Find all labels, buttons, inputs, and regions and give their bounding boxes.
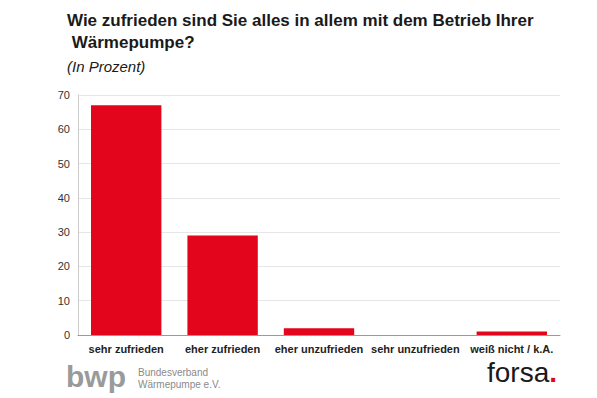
svg-text:weiß nicht / k.A.: weiß nicht / k.A. [469,343,553,355]
svg-text:eher zufrieden: eher zufrieden [185,343,260,355]
svg-text:Wie zufrieden sind Sie alles i: Wie zufrieden sind Sie alles in allem mi… [67,11,534,30]
svg-text:Wärmepumpe?: Wärmepumpe? [67,33,195,52]
svg-text:sehr zufrieden: sehr zufrieden [89,343,164,355]
svg-text:10: 10 [58,295,70,307]
svg-text:60: 60 [58,123,70,135]
svg-text:bwp: bwp [66,360,126,393]
svg-text:eher unzufrieden: eher unzufrieden [275,343,364,355]
svg-text:0: 0 [64,329,70,341]
svg-text:40: 40 [58,192,70,204]
svg-text:sehr unzufrieden: sehr unzufrieden [371,343,460,355]
svg-text:.: . [549,357,557,388]
svg-text:30: 30 [58,226,70,238]
svg-text:50: 50 [58,158,70,170]
svg-text:70: 70 [58,89,70,101]
svg-text:forsa: forsa [487,357,550,388]
svg-text:(In Prozent): (In Prozent) [67,58,145,75]
svg-text:20: 20 [58,260,70,272]
svg-text:Wärmepumpe e.V.: Wärmepumpe e.V. [138,379,220,390]
svg-text:Bundesverband: Bundesverband [138,367,208,378]
